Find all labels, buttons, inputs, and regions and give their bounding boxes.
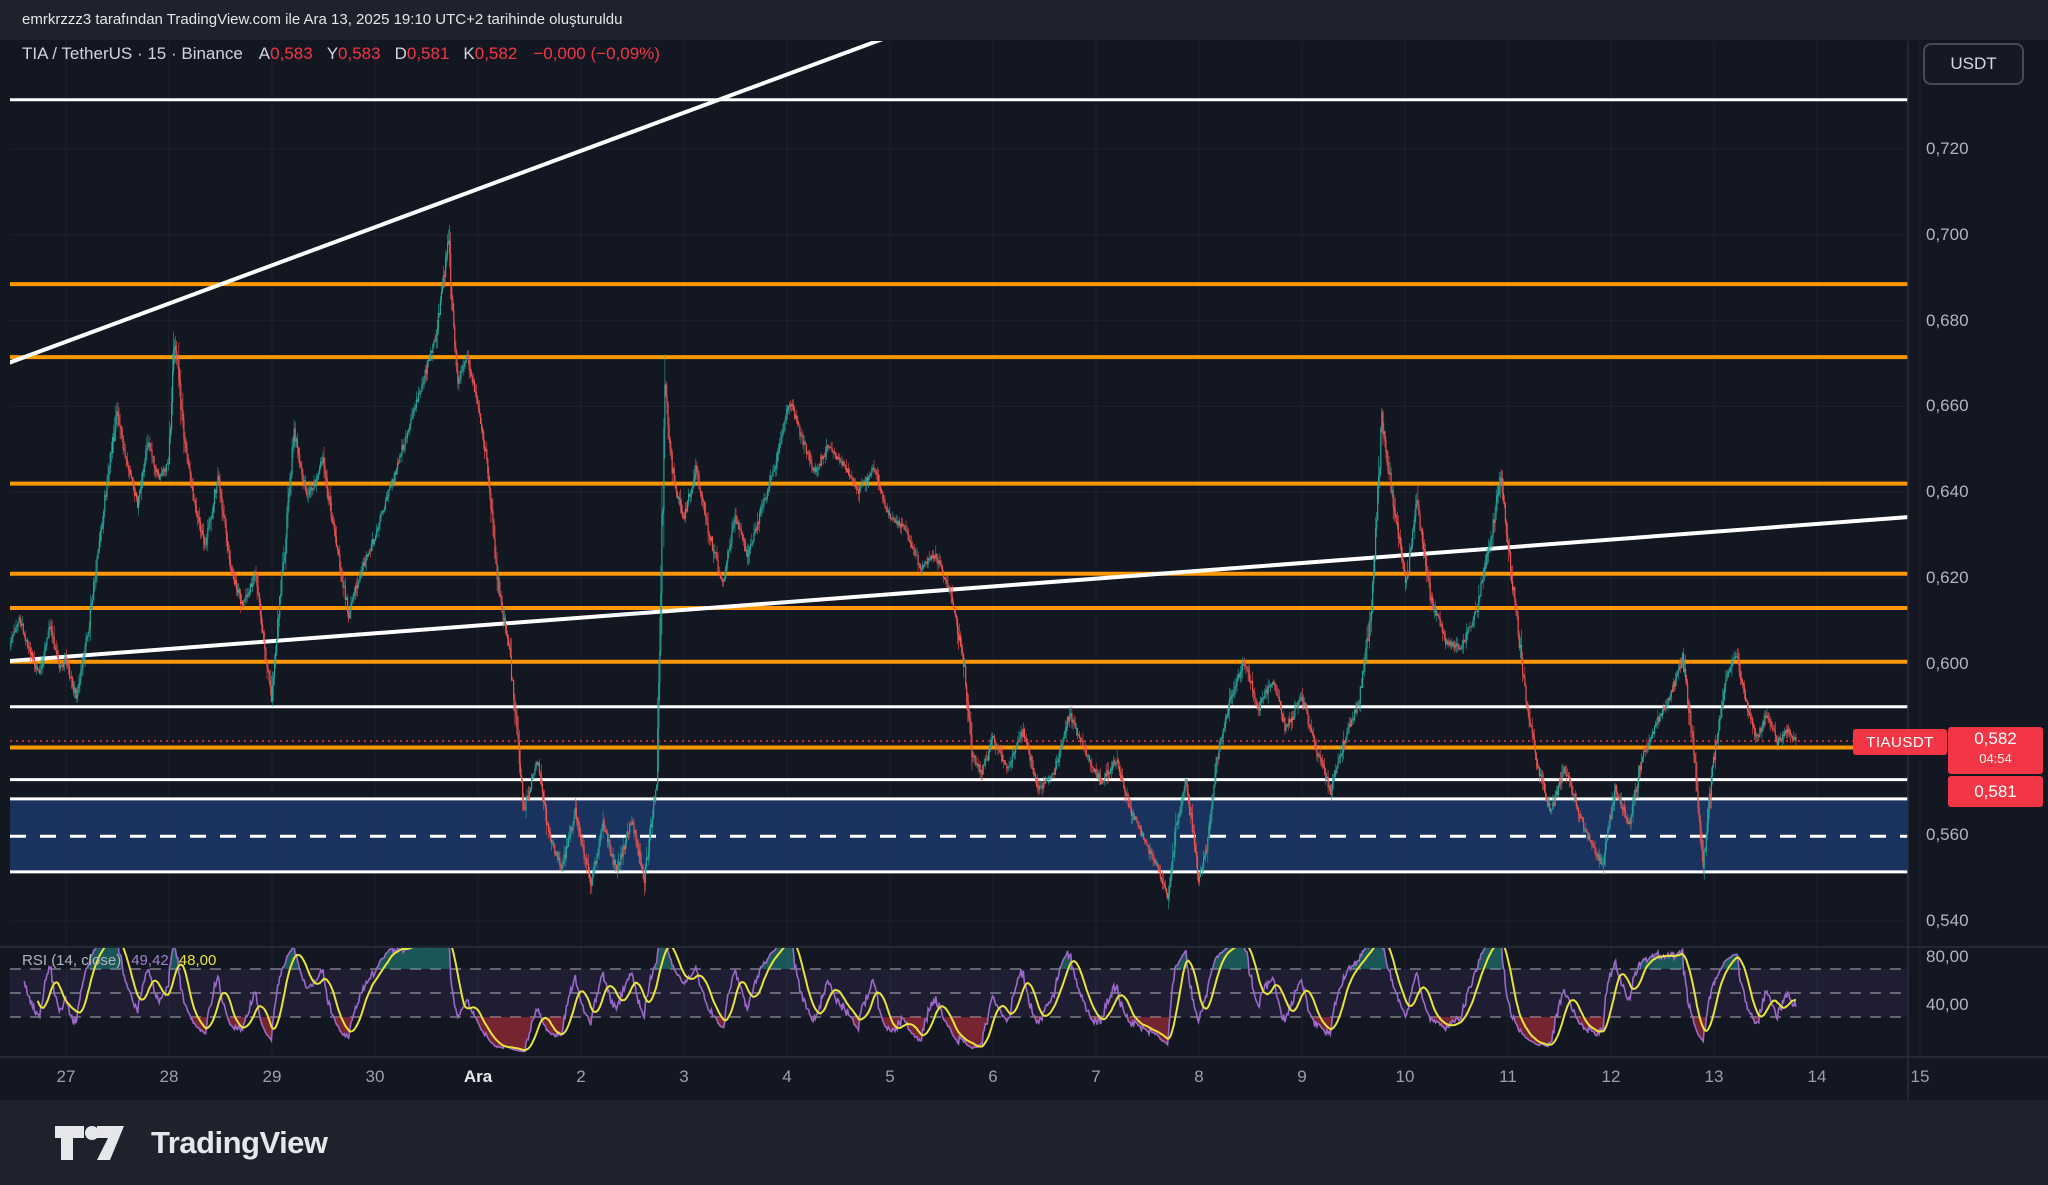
tradingview-wordmark: TradingView xyxy=(151,1124,328,1160)
rsi-smooth-value: 48,00 xyxy=(178,952,217,969)
last-price-badge: 0,582 04:54 xyxy=(1948,727,2043,774)
time-tick-label: 28 xyxy=(159,1067,179,1086)
time-tick-label: 5 xyxy=(885,1067,895,1086)
price-tick-label: 0,540 xyxy=(1926,911,1969,931)
ohlc-pair: K0,582 xyxy=(463,44,518,63)
time-tick-label: 3 xyxy=(679,1067,689,1086)
badge-symbol-text: TIAUSDT xyxy=(1866,733,1934,751)
time-tick-label: 30 xyxy=(365,1067,385,1086)
time-tick-label: 11 xyxy=(1499,1067,1517,1086)
badge-price-text: 0,582 xyxy=(1974,729,2017,748)
rsi-legend[interactable]: RSI (14, close) 49,42 48,00 xyxy=(22,952,216,969)
price-tick-label: 0,600 xyxy=(1926,653,1969,673)
badge-countdown-text: 04:54 xyxy=(1979,751,2012,766)
price-tick-label: 0,640 xyxy=(1926,482,1969,502)
price-tick-label: 0,660 xyxy=(1926,396,1969,416)
candle-bodies-down xyxy=(14,240,1797,899)
time-tick-label: 9 xyxy=(1297,1067,1307,1086)
time-tick-label: 4 xyxy=(782,1067,792,1086)
ohlc-pair: Y0,583 xyxy=(326,44,381,63)
rsi-value: 49,42 xyxy=(131,952,169,969)
time-tick-label: 29 xyxy=(262,1067,282,1086)
rsi-tick-label: 80,00 xyxy=(1926,947,1969,966)
time-tick-label: 7 xyxy=(1091,1067,1101,1086)
time-tick-label: 10 xyxy=(1395,1067,1415,1086)
symbol-price-badge: TIAUSDT xyxy=(1853,729,1947,755)
footer-bar: TradingView xyxy=(0,1100,2048,1185)
price-tick-label: 0,720 xyxy=(1926,139,1969,158)
time-tick-label: 12 xyxy=(1601,1067,1621,1086)
badge-low-text: 0,581 xyxy=(1974,781,2017,801)
currency-unit-button[interactable]: USDT xyxy=(1923,43,2024,85)
price-tick-label: 0,560 xyxy=(1926,825,1969,845)
tradingview-logo-icon xyxy=(55,1125,124,1160)
time-tick-label: 14 xyxy=(1807,1067,1827,1086)
time-tick-label: Ara xyxy=(463,1067,493,1086)
price-tick-label: 0,700 xyxy=(1926,224,1969,244)
grid-lines xyxy=(10,41,1921,1056)
change-value: −0,000 (−0,09%) xyxy=(533,44,660,63)
time-tick-label: 15 xyxy=(1910,1067,1930,1086)
currency-unit-label: USDT xyxy=(1950,54,1997,73)
rsi-smoothing-line xyxy=(36,948,1797,1052)
price-tick-label: 0,620 xyxy=(1926,568,1969,587)
price-tick-label: 0,680 xyxy=(1926,310,1969,330)
trendline-2 xyxy=(10,515,1908,663)
rsi-tick-label: 40,00 xyxy=(1926,995,1969,1014)
ohlc-pair: D0,581 xyxy=(394,44,450,63)
time-tick-label: 8 xyxy=(1194,1067,1204,1086)
attribution-bar: emrkrzzz3 tarafından TradingView.com ile… xyxy=(0,0,2048,40)
ohlc-values: A0,583 Y0,583 D0,581 K0,582 xyxy=(259,44,518,64)
symbol-legend[interactable]: TIA / TetherUS · 15 · Binance A0,583 Y0,5… xyxy=(22,44,660,64)
rsi-title: RSI (14, close) xyxy=(22,952,122,969)
candle-bodies-up xyxy=(10,240,1796,899)
tradingview-logo[interactable]: TradingView xyxy=(55,1125,328,1161)
support-zone xyxy=(10,798,1908,872)
ohlc-pair: A0,583 xyxy=(258,44,313,63)
time-tick-label: 6 xyxy=(988,1067,998,1086)
time-tick-label: 27 xyxy=(56,1067,76,1086)
rsi-overbought-fill xyxy=(48,948,1739,969)
attribution-text: emrkrzzz3 tarafından TradingView.com ile… xyxy=(22,11,623,28)
time-tick-label: 2 xyxy=(576,1067,586,1086)
secondary-price-badge: 0,581 xyxy=(1948,776,2043,807)
trendline-1 xyxy=(10,41,884,365)
symbol-title: TIA / TetherUS · 15 · Binance xyxy=(22,44,243,63)
time-tick-label: 13 xyxy=(1704,1067,1724,1086)
